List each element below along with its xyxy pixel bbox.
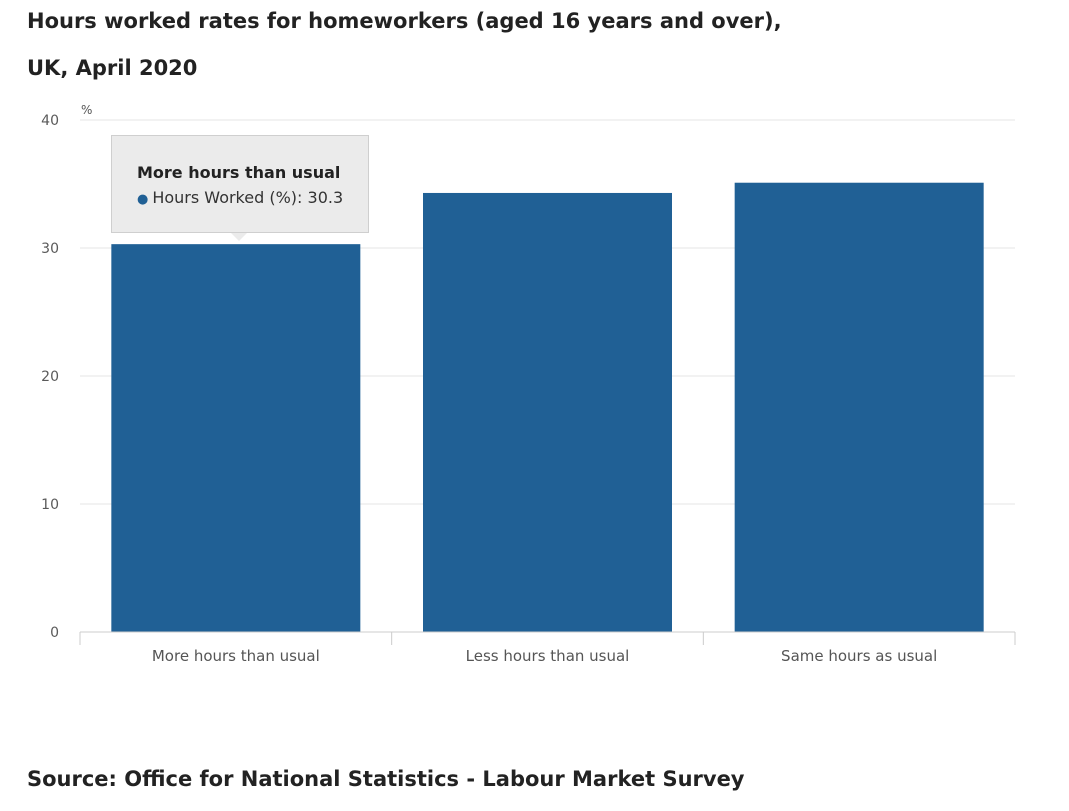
- source-note: Source: Office for National Statistics -…: [27, 767, 745, 791]
- y-tick-label: 10: [41, 497, 59, 513]
- bar-chart: % 0 10 20 30 40 More hours than usual Less ho…: [41, 103, 1016, 665]
- x-axis: [79, 631, 1016, 645]
- tooltip-title: More hours than usual: [137, 163, 341, 182]
- y-tick-labels: 0 10 20 30 40: [41, 113, 59, 641]
- tooltip: More hours than usual ● Hours Worked (%):…: [111, 135, 369, 233]
- series-dot-icon: ●: [137, 192, 149, 207]
- chart-title-line-2: UK, April 2020: [27, 56, 198, 80]
- bars: [111, 182, 984, 632]
- tooltip-series-name: Hours Worked (%): [152, 188, 298, 207]
- category-labels: More hours than usual Less hours than usu…: [152, 647, 937, 665]
- tooltip-value: 30.3: [307, 188, 344, 207]
- tooltip-row: ● Hours Worked (%): 30.3: [137, 188, 344, 207]
- bar[interactable]: [111, 244, 361, 632]
- y-tick-label: 30: [41, 241, 59, 257]
- chart-title-line-1: Hours worked rates for homeworkers (aged…: [27, 9, 782, 33]
- y-tick-label: 0: [50, 625, 59, 641]
- x-category-label: More hours than usual: [152, 647, 320, 665]
- y-axis-unit: %: [81, 103, 92, 117]
- y-tick-label: 40: [41, 113, 59, 129]
- x-category-label: Same hours as usual: [781, 647, 937, 665]
- bar[interactable]: [423, 192, 672, 632]
- tooltip-pointer-icon: [231, 233, 247, 241]
- bar[interactable]: [734, 182, 984, 632]
- x-category-label: Less hours than usual: [466, 647, 630, 665]
- y-tick-label: 20: [41, 369, 59, 385]
